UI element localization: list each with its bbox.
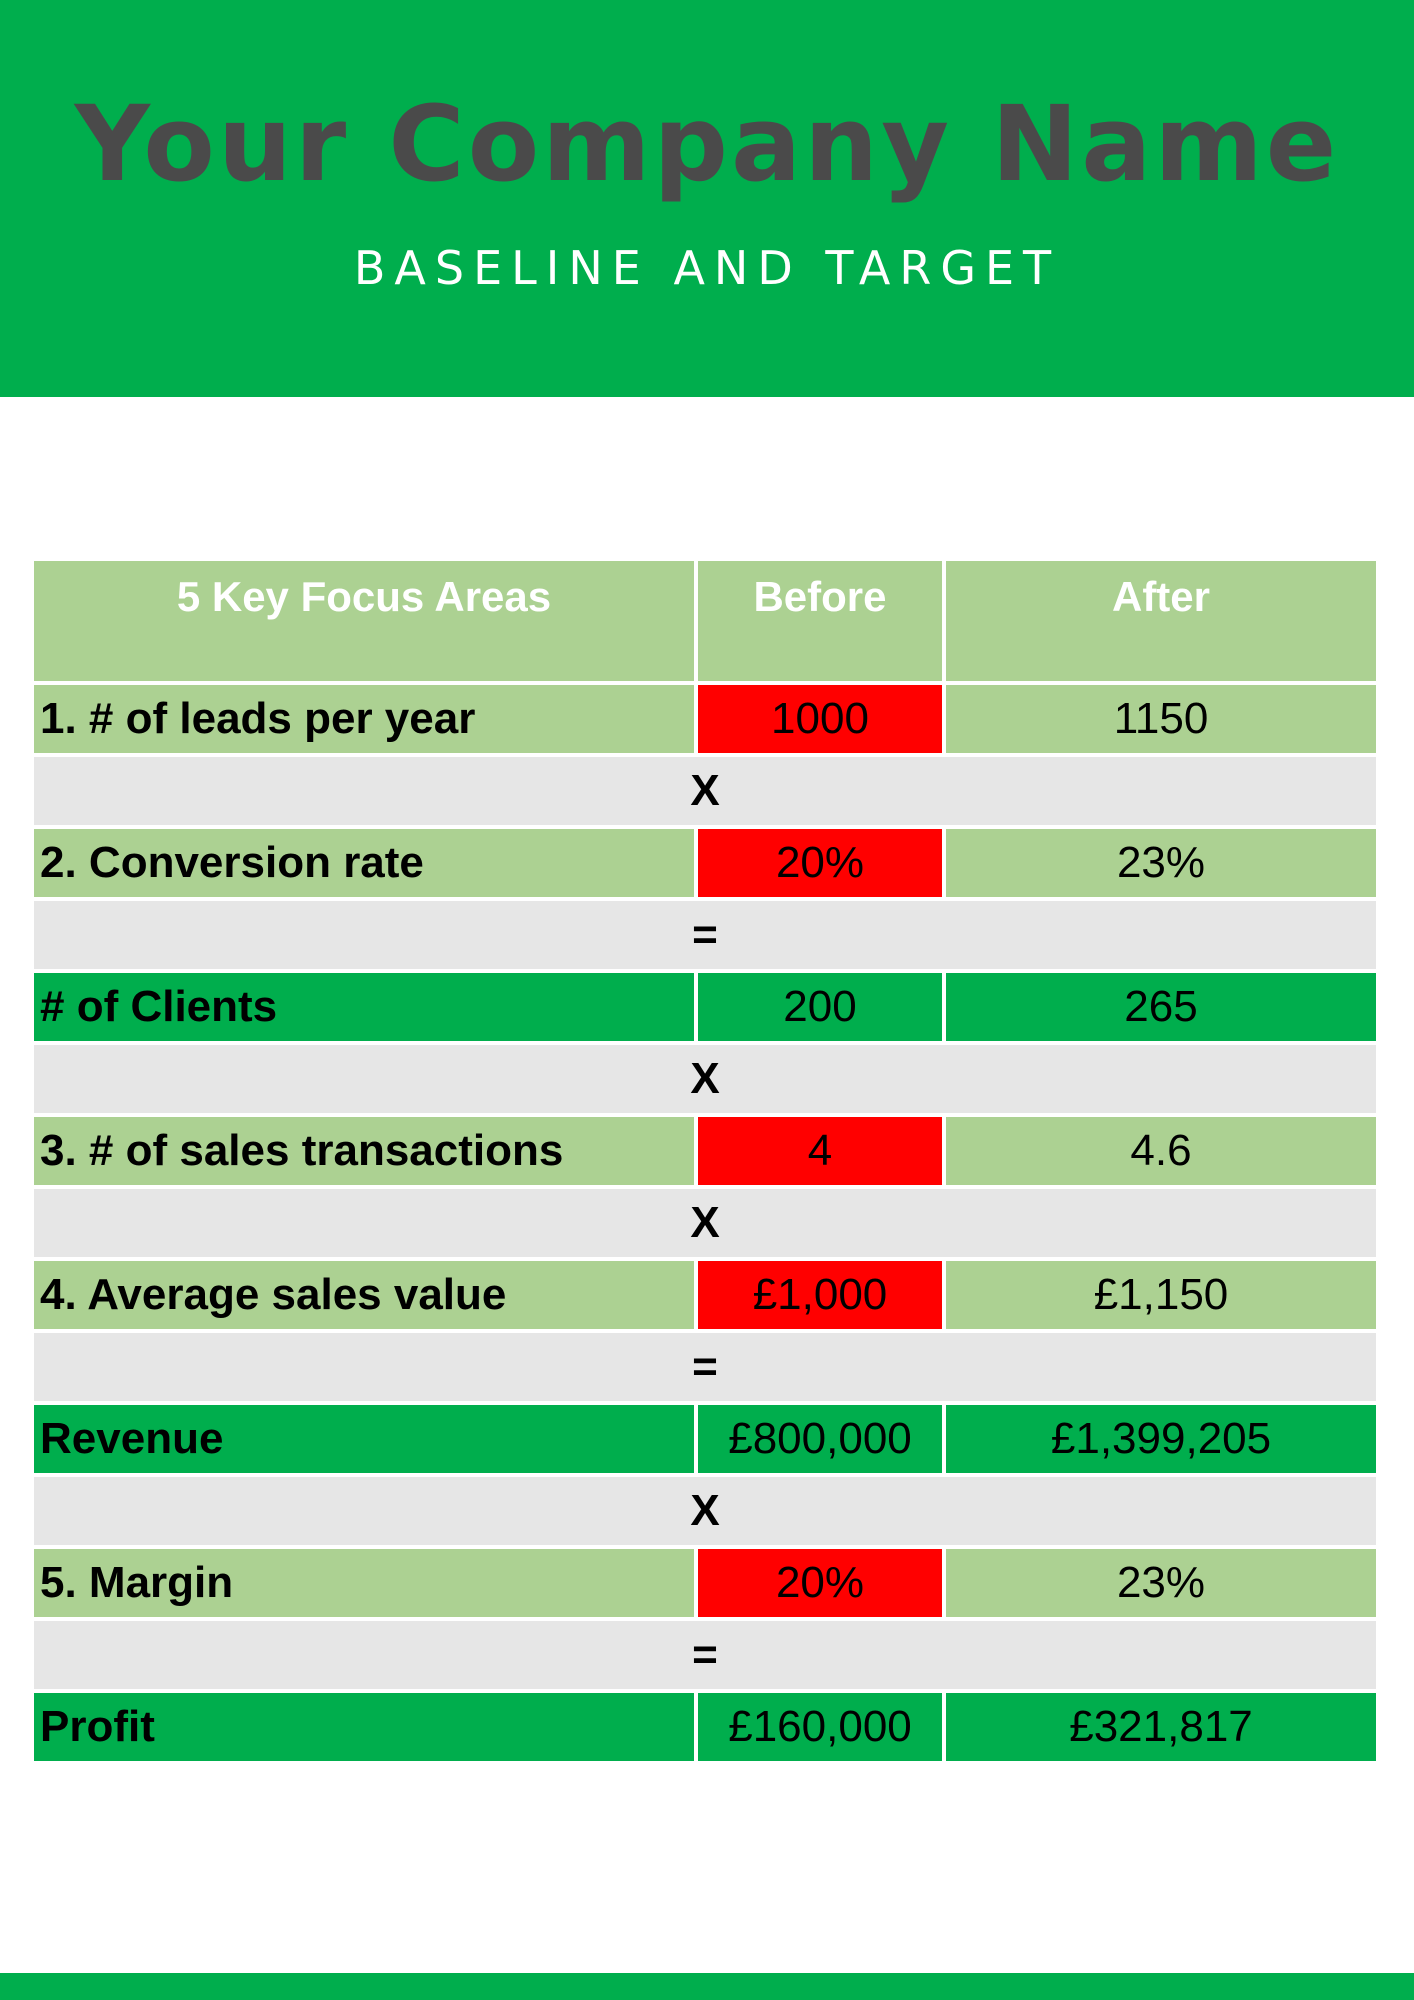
row-label: Revenue [30, 1401, 698, 1477]
before-value: 200 [694, 969, 946, 1045]
operator-row: = [30, 1617, 1380, 1693]
operator-symbol: = [30, 897, 1380, 973]
company-name: Your Company Name [74, 83, 1340, 205]
operator-symbol: X [30, 1185, 1380, 1261]
metric-row: 1. # of leads per year 1000 1150 [30, 681, 1380, 757]
after-value: £321,817 [942, 1689, 1380, 1765]
focus-areas-table-container: 5 Key Focus Areas Before After 1. # of l… [30, 557, 1380, 1765]
focus-areas-table: 5 Key Focus Areas Before After 1. # of l… [30, 557, 1380, 1765]
row-label: 5. Margin [30, 1545, 698, 1621]
before-value: 4 [694, 1113, 946, 1189]
row-label: 1. # of leads per year [30, 681, 698, 757]
column-header-focus-areas: 5 Key Focus Areas [30, 557, 698, 685]
before-value: 20% [694, 825, 946, 901]
after-value: 1150 [942, 681, 1380, 757]
result-row: # of Clients 200 265 [30, 969, 1380, 1045]
after-value: 4.6 [942, 1113, 1380, 1189]
operator-row: X [30, 1041, 1380, 1117]
operator-row: X [30, 1473, 1380, 1549]
header-banner: Your Company Name BASELINE AND TARGET [0, 0, 1414, 397]
operator-symbol: X [30, 1473, 1380, 1549]
row-label: Profit [30, 1689, 698, 1765]
document-subtitle: BASELINE AND TARGET [353, 241, 1061, 295]
after-value: £1,150 [942, 1257, 1380, 1333]
after-value: 23% [942, 1545, 1380, 1621]
row-label: 2. Conversion rate [30, 825, 698, 901]
operator-row: X [30, 753, 1380, 829]
before-value: 20% [694, 1545, 946, 1621]
after-value: 265 [942, 969, 1380, 1045]
operator-row: = [30, 1329, 1380, 1405]
metric-row: 2. Conversion rate 20% 23% [30, 825, 1380, 901]
column-header-after: After [942, 557, 1380, 685]
footer-bar [0, 1973, 1414, 2000]
operator-symbol: X [30, 753, 1380, 829]
before-value: £800,000 [694, 1401, 946, 1477]
column-header-before: Before [694, 557, 946, 685]
result-row: Revenue £800,000 £1,399,205 [30, 1401, 1380, 1477]
row-label: 4. Average sales value [30, 1257, 698, 1333]
operator-symbol: X [30, 1041, 1380, 1117]
before-value: £1,000 [694, 1257, 946, 1333]
operator-symbol: = [30, 1617, 1380, 1693]
before-value: £160,000 [694, 1689, 946, 1765]
before-value: 1000 [694, 681, 946, 757]
operator-row: = [30, 897, 1380, 973]
after-value: 23% [942, 825, 1380, 901]
table-header-row: 5 Key Focus Areas Before After [30, 557, 1380, 685]
row-label: # of Clients [30, 969, 698, 1045]
metric-row: 3. # of sales transactions 4 4.6 [30, 1113, 1380, 1189]
row-label: 3. # of sales transactions [30, 1113, 698, 1189]
after-value: £1,399,205 [942, 1401, 1380, 1477]
operator-symbol: = [30, 1329, 1380, 1405]
metric-row: 5. Margin 20% 23% [30, 1545, 1380, 1621]
metric-row: 4. Average sales value £1,000 £1,150 [30, 1257, 1380, 1333]
result-row: Profit £160,000 £321,817 [30, 1689, 1380, 1765]
operator-row: X [30, 1185, 1380, 1261]
